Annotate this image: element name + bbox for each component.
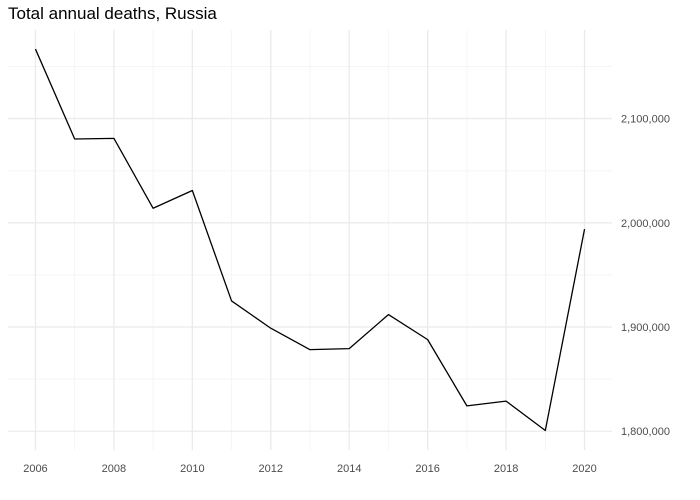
series-layer (34, 48, 586, 432)
y-tick-label: 2,000,000 (621, 218, 670, 230)
x-tick-label: 2010 (180, 463, 204, 475)
y-tick-label: 1,800,000 (621, 426, 670, 438)
y-axis-tick-labels: 1,800,000 1,900,000 2,000,000 2,100,000 (621, 114, 670, 439)
major-gridlines (8, 30, 612, 450)
x-tick-label: 2006 (23, 463, 47, 475)
x-tick-label: 2012 (259, 463, 283, 475)
x-tick-label: 2008 (102, 463, 126, 475)
y-tick-label: 2,100,000 (621, 114, 670, 126)
series-line (34, 48, 586, 432)
x-tick-label: 2016 (415, 463, 439, 475)
x-axis-tick-labels: 2006 2008 2010 2012 2014 2016 2018 2020 (23, 463, 597, 475)
x-tick-label: 2020 (572, 463, 596, 475)
chart-title: Total annual deaths, Russia (8, 4, 217, 23)
x-tick-label: 2018 (494, 463, 518, 475)
minor-gridlines (8, 30, 612, 450)
y-tick-label: 1,900,000 (621, 322, 670, 334)
x-tick-label: 2014 (337, 463, 361, 475)
